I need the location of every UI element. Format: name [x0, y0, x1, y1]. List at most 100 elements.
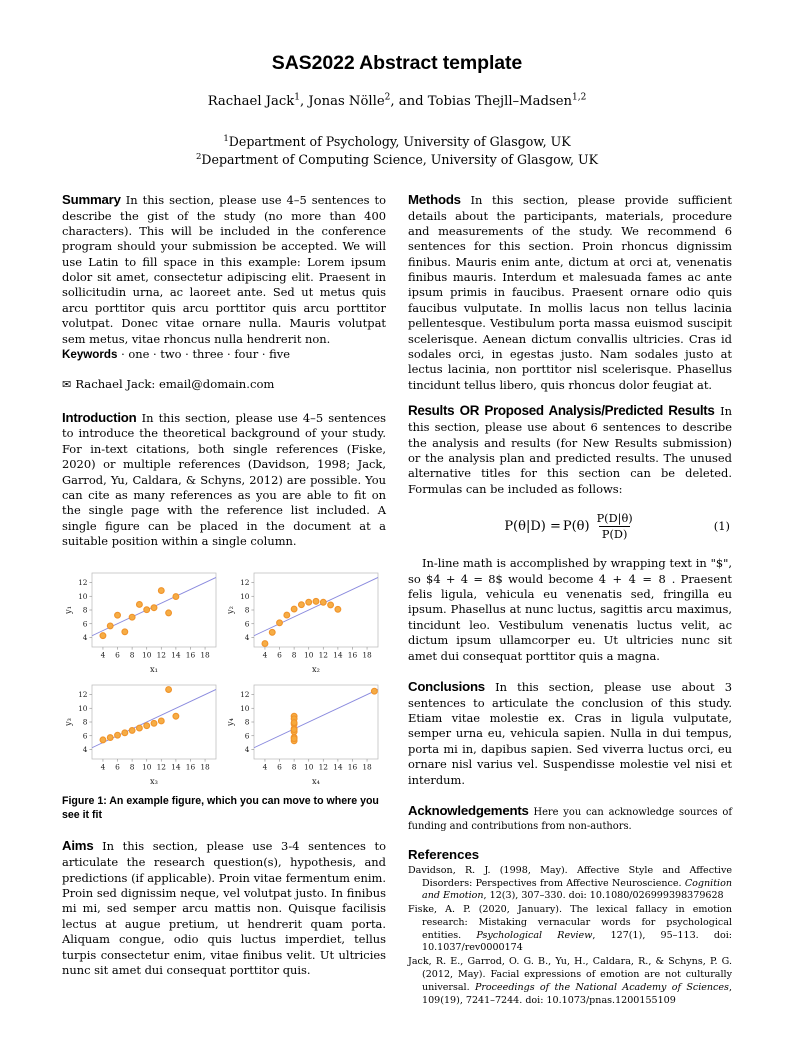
- x-tick-label: 16: [348, 651, 358, 660]
- equation-rhs-prefix: P(θ): [562, 518, 590, 534]
- x-tick-label: 12: [157, 651, 166, 660]
- data-point: [172, 713, 180, 721]
- x-tick-label: 6: [277, 651, 282, 660]
- inline-math-expression: 4 + 4 = 8: [598, 571, 667, 586]
- x-tick-label: 12: [319, 651, 328, 660]
- body-columns: Summary In this section, please use 4–5 …: [62, 191, 732, 1009]
- y-axis-label: y₁: [63, 607, 73, 616]
- data-point: [172, 593, 180, 601]
- y-tick-label: 4: [245, 745, 250, 754]
- equation-fraction: P(D|θ) P(D): [594, 512, 636, 541]
- results-text: In this section, please use about 6 sent…: [408, 404, 732, 496]
- keywords-paragraph: Keywords · one · two · three · four · fi…: [62, 347, 386, 363]
- conclusions-paragraph: Conclusions In this section, please use …: [408, 678, 732, 788]
- x-axis-label: x₂: [312, 664, 320, 674]
- data-point: [114, 732, 121, 740]
- methods-heading: Methods: [408, 191, 461, 207]
- trendline: [254, 577, 378, 637]
- x-tick-label: 18: [362, 651, 372, 660]
- envelope-icon: ✉: [62, 377, 72, 391]
- data-point: [312, 598, 320, 606]
- equation-lhs: P(θ|D) =: [504, 518, 561, 534]
- data-point: [143, 722, 151, 730]
- x-tick-label: 16: [348, 763, 358, 772]
- equation-numerator: P(D|θ): [596, 511, 633, 525]
- y-tick-label: 8: [245, 718, 250, 727]
- data-point: [157, 717, 165, 725]
- y-tick-label: 6: [245, 732, 250, 741]
- x-tick-label: 14: [171, 651, 181, 660]
- data-point: [261, 640, 269, 648]
- x-tick-label: 6: [115, 763, 120, 772]
- data-point: [128, 727, 136, 735]
- y-axis-label: y₃: [63, 719, 73, 728]
- x-tick-label: 18: [362, 763, 372, 772]
- x-tick-label: 18: [200, 651, 210, 660]
- x-axis-label: x₄: [312, 776, 321, 786]
- y-tick-label: 8: [83, 606, 88, 615]
- data-point: [290, 606, 298, 613]
- data-point: [99, 632, 107, 640]
- conclusions-heading: Conclusions: [408, 678, 485, 694]
- acknowledgements-heading: Acknowledgements: [408, 803, 529, 818]
- y-tick-label: 12: [78, 579, 87, 588]
- y-axis-label: y₂: [225, 607, 235, 616]
- data-point: [290, 735, 298, 743]
- affiliation-1: 1Department of Psychology, University of…: [223, 133, 571, 149]
- data-point: [128, 614, 136, 622]
- keywords-text: · one · two · three · four · five: [121, 347, 291, 362]
- data-point: [135, 725, 143, 733]
- contact-text[interactable]: Rachael Jack: email@domain.com: [75, 376, 275, 391]
- data-point: [150, 720, 158, 728]
- y-tick-label: 6: [83, 620, 88, 629]
- data-point: [283, 612, 291, 619]
- x-tick-label: 10: [304, 763, 314, 772]
- summary-paragraph: Summary In this section, please use 4–5 …: [62, 191, 386, 347]
- scatter-panel-2: 4 6 8 10 12 14 16 18 4 6 8 10 12 x₂ y₂: [224, 565, 386, 677]
- x-tick-label: 10: [142, 763, 152, 772]
- x-tick-label: 8: [130, 651, 135, 660]
- x-tick-label: 14: [333, 763, 343, 772]
- data-point: [157, 587, 165, 595]
- data-point: [334, 606, 342, 614]
- scatter-panel-3: 4 6 8 10 12 14 16 18 4 6 8 10 12 x₃ y₃: [62, 677, 224, 789]
- methods-paragraph: Methods In this section, please provide …: [408, 191, 732, 393]
- inline-math-part2: . Praesent felis ligula, vehicula eu ven…: [408, 571, 732, 663]
- data-point: [276, 619, 283, 627]
- data-point: [290, 726, 298, 734]
- equation-1-row: P(θ|D) = P(θ) P(D|θ) P(D) (1): [408, 509, 732, 543]
- x-tick-label: 8: [292, 763, 297, 772]
- x-tick-label: 4: [101, 651, 106, 660]
- y-tick-label: 4: [83, 745, 88, 754]
- inline-math-paragraph: In-line math is accomplished by wrapping…: [408, 556, 732, 664]
- acknowledgements-paragraph: Acknowledgements Here you can acknowledg…: [408, 802, 732, 833]
- y-tick-label: 4: [245, 633, 250, 642]
- scatter-panel-4: 4 6 8 10 12 14 16 18 4 6 8 10 12 x₄ y₄: [224, 677, 386, 789]
- equation-denominator: P(D): [598, 525, 631, 541]
- x-tick-label: 10: [304, 651, 314, 660]
- x-tick-label: 12: [157, 763, 166, 772]
- y-tick-label: 10: [78, 704, 88, 713]
- y-tick-label: 8: [245, 606, 250, 615]
- figure-1: 4 6 8 10 12 14 16 18 4 6 8 10 12 x₁ y₁ 4 6 8 10 12 14 16 18 4 6…: [62, 565, 386, 823]
- contact-line: ✉ Rachael Jack: email@domain.com: [62, 377, 386, 391]
- references-heading: References: [408, 846, 480, 862]
- x-tick-label: 16: [186, 763, 196, 772]
- results-paragraph: Results OR Proposed Analysis/Predicted R…: [408, 402, 732, 497]
- introduction-text: In this section, please use 4–5 sentence…: [62, 410, 386, 549]
- plot-frame: [253, 573, 379, 648]
- author-list: Rachael Jack1, Jonas Nölle2, and Tobias …: [207, 92, 587, 109]
- x-tick-label: 12: [319, 763, 328, 772]
- y-tick-label: 12: [240, 691, 249, 700]
- x-tick-label: 4: [263, 651, 268, 660]
- x-tick-label: 4: [263, 763, 268, 772]
- references-list: Davidson, R. J. (1998, May). Affective S…: [408, 865, 732, 1008]
- x-tick-label: 8: [130, 763, 135, 772]
- y-tick-label: 10: [78, 592, 88, 601]
- data-point: [106, 734, 114, 742]
- reference-entry: Jack, R. E., Garrod, O. G. B., Yu, H., C…: [408, 956, 733, 1006]
- x-tick-label: 6: [277, 763, 282, 772]
- data-point: [297, 601, 305, 609]
